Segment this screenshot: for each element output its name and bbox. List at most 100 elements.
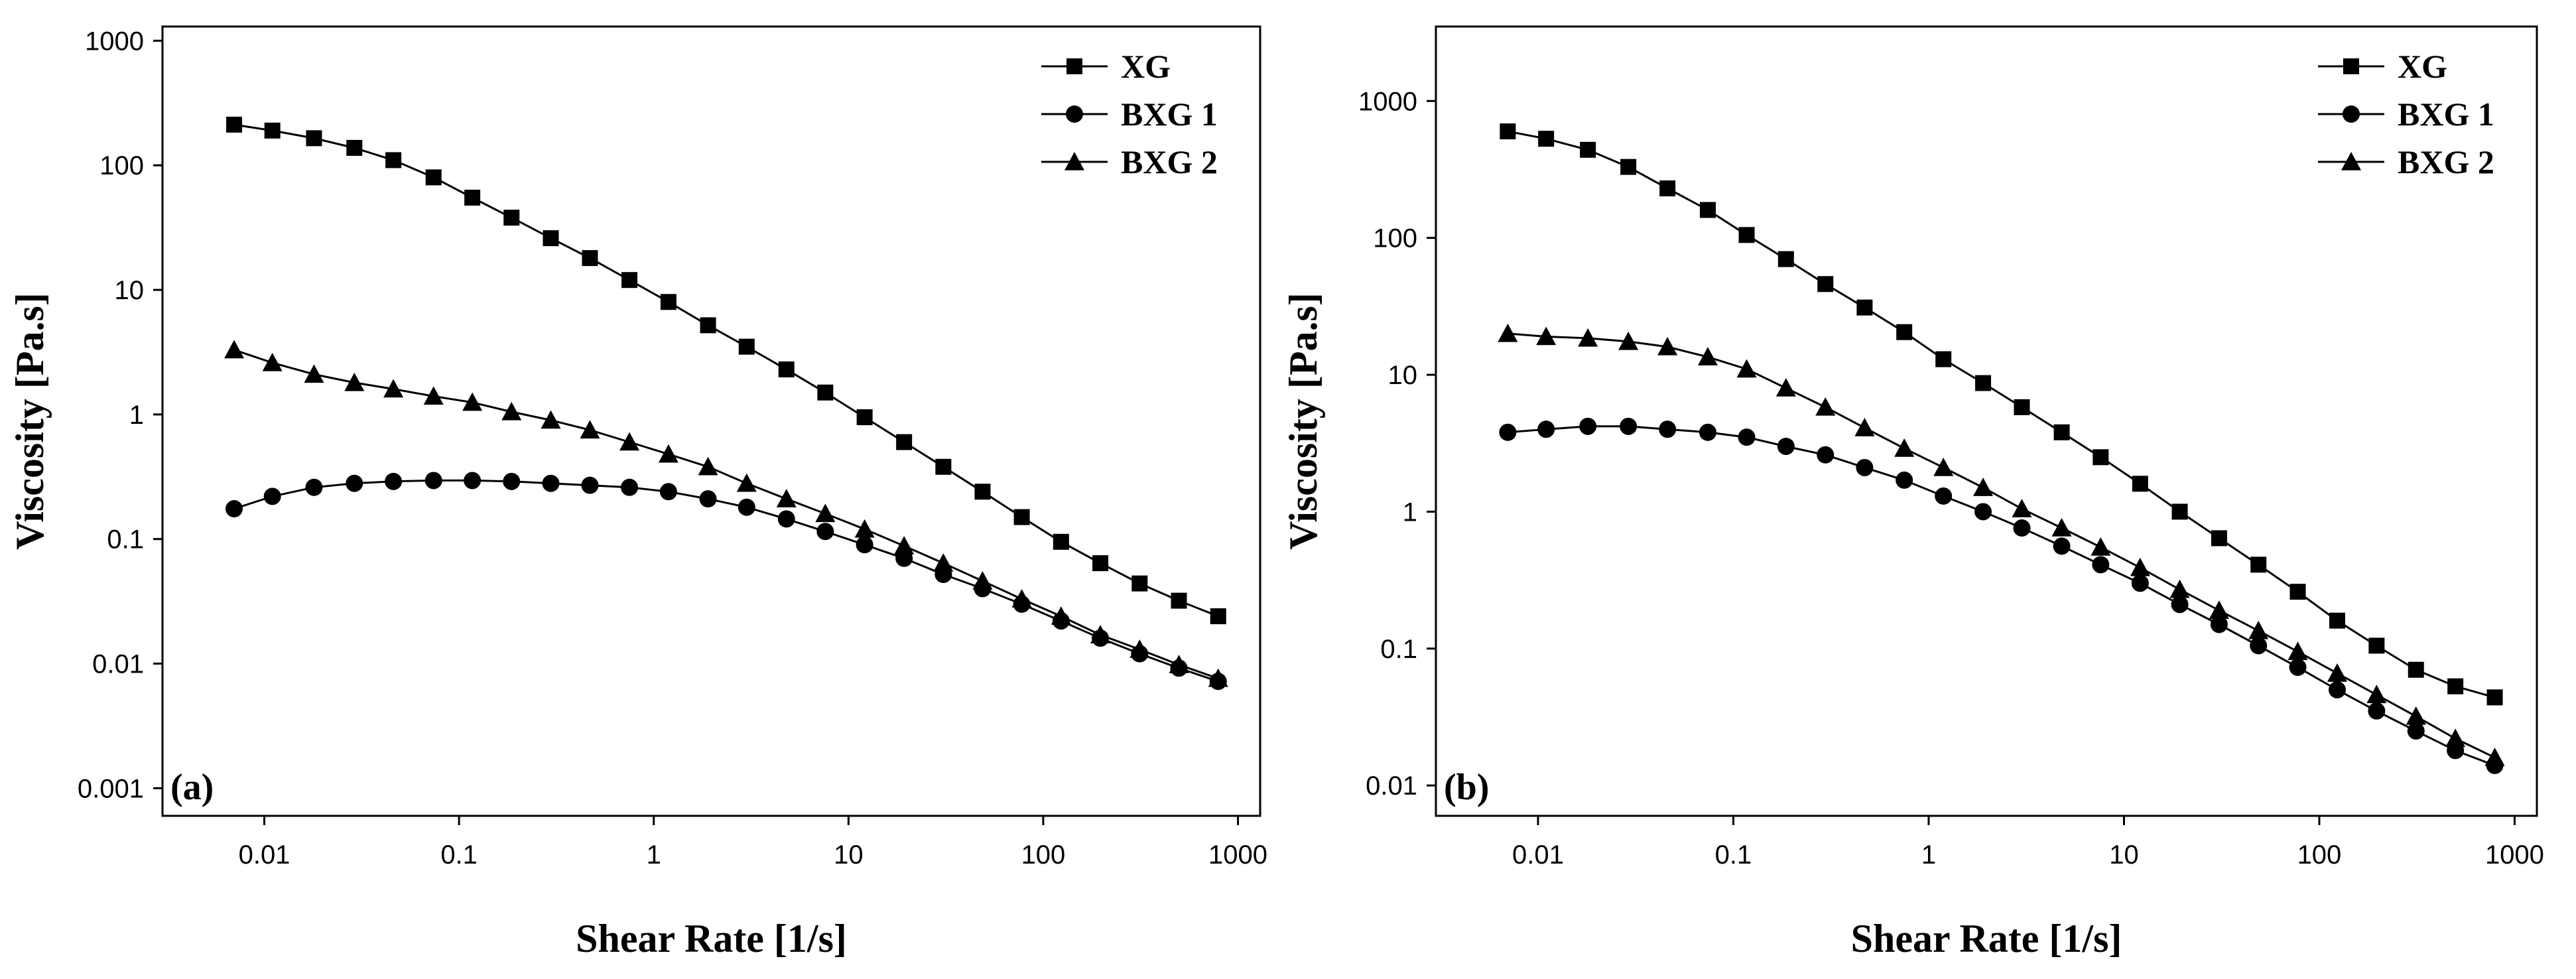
data-point-xg [738, 338, 755, 355]
data-point-bxg-2 [580, 420, 600, 439]
plot-frame [161, 25, 1261, 817]
data-point-bxg-2 [698, 456, 718, 476]
x-tick-label: 100 [1021, 840, 1066, 870]
x-tick-label: 1 [647, 840, 661, 870]
data-point-xg [1817, 276, 1834, 293]
data-point-bxg-2 [1051, 606, 1071, 625]
data-point-xg [896, 434, 913, 450]
data-point-xg [2171, 503, 2188, 520]
data-point-bxg-1 [738, 498, 755, 516]
data-point-bxg-1 [1499, 423, 1517, 441]
y-tick-label: 100 [99, 151, 144, 180]
data-point-bxg-2 [658, 444, 678, 463]
data-point-xg [1935, 351, 1952, 367]
data-point-xg [2053, 424, 2070, 440]
y-axis-label: Viscosity [Pa.s] [1281, 293, 1325, 550]
data-point-xg [2447, 678, 2464, 694]
data-point-bxg-1 [1856, 458, 1874, 476]
data-point-bxg-1 [2171, 596, 2189, 614]
legend-marker-xg [1066, 58, 1082, 74]
data-point-bxg-2 [462, 392, 483, 411]
data-point-xg [660, 294, 676, 310]
x-tick-label: 0.01 [1512, 840, 1564, 870]
legend-marker-bxg-2 [1064, 152, 1084, 170]
data-point-xg [503, 210, 520, 226]
data-point-xg [778, 361, 795, 377]
legend-label-bxg-2: BXG 2 [2398, 143, 2494, 180]
data-point-bxg-2 [1498, 323, 1518, 342]
panel-b: 0.01 0.1 1 10 100 1000 0.01 0.1 1 10 100 1000 Shear … [1281, 25, 2544, 960]
data-point-xg [264, 122, 281, 139]
y-tick-label: 1 [129, 401, 144, 430]
y-tick-label: 1000 [1358, 87, 1417, 116]
data-point-bxg-2 [2406, 706, 2426, 725]
data-point-bxg-1 [1935, 487, 1953, 505]
legend-label-xg: XG [2398, 48, 2447, 85]
data-point-bxg-2 [619, 432, 640, 451]
data-point-bxg-1 [2289, 659, 2307, 677]
y-tick-label: 0.001 [78, 774, 144, 803]
data-point-bxg-1 [225, 500, 243, 518]
data-point-xg [856, 409, 873, 426]
data-point-bxg-1 [816, 523, 834, 541]
data-point-bxg-1 [263, 488, 281, 505]
data-point-bxg-1 [1777, 437, 1795, 455]
data-point-bxg-2 [1815, 397, 1836, 416]
data-point-bxg-1 [2013, 519, 2031, 537]
data-point-xg [306, 130, 322, 147]
panel-a: 0.01 0.1 1 10 100 1000 0.001 0.01 0.1 1 10 100 1000 S… [8, 25, 1267, 960]
data-point-xg [1013, 509, 1030, 525]
data-point-bxg-1 [1620, 417, 1638, 435]
data-point-bxg-1 [385, 472, 403, 490]
legend-marker-bxg-2 [2341, 152, 2361, 170]
data-point-bxg-1 [464, 472, 482, 490]
y-tick-label: 0.1 [1380, 635, 1417, 664]
panel-label: (a) [170, 767, 214, 808]
data-point-bxg-2 [423, 386, 444, 405]
data-point-bxg-2 [1578, 328, 1598, 347]
data-point-bxg-2 [1854, 417, 1875, 436]
data-point-bxg-2 [1933, 457, 1954, 476]
data-point-xg [2368, 637, 2385, 654]
data-point-bxg-2 [776, 489, 797, 507]
data-point-bxg-2 [1618, 331, 1639, 350]
data-point-bxg-2 [2130, 557, 2150, 576]
plot-frame [1435, 25, 2538, 817]
data-point-bxg-2 [933, 553, 954, 572]
x-tick-label: 1000 [1208, 840, 1267, 870]
data-point-xg [1896, 324, 1913, 340]
legend-marker-xg [2343, 58, 2359, 74]
data-point-bxg-1 [2053, 537, 2071, 555]
y-tick-label: 0.01 [92, 650, 144, 679]
data-point-bxg-2 [1894, 438, 1915, 457]
data-point-xg [1131, 575, 1148, 592]
y-tick-label: 10 [115, 276, 145, 305]
data-point-xg [974, 484, 991, 500]
data-point-bxg-2 [1657, 336, 1678, 356]
data-point-xg [1975, 375, 1992, 391]
data-point-xg [346, 139, 363, 156]
data-point-bxg-1 [2250, 637, 2268, 655]
data-point-xg [543, 230, 559, 247]
legend-label-xg: XG [1121, 48, 1171, 85]
x-tick-label: 0.1 [1715, 840, 1752, 870]
data-point-bxg-2 [815, 503, 836, 523]
data-point-bxg-1 [621, 478, 639, 496]
data-point-bxg-2 [1697, 347, 1718, 365]
data-point-xg [1500, 123, 1516, 140]
series-line-bxg-2 [233, 349, 1219, 680]
data-point-xg [1738, 227, 1755, 243]
data-point-bxg-1 [1974, 503, 1992, 521]
data-point-bxg-1 [2131, 574, 2149, 592]
data-point-bxg-2 [304, 364, 324, 383]
data-point-bxg-1 [1699, 423, 1716, 441]
x-tick-label: 1 [1921, 840, 1936, 870]
legend-marker-bxg-1 [1066, 105, 1083, 123]
data-point-bxg-1 [1659, 421, 1677, 438]
data-point-bxg-2 [2012, 499, 2032, 517]
data-point-bxg-2 [2484, 748, 2505, 766]
data-point-bxg-2 [1169, 655, 1189, 673]
data-point-bxg-2 [2327, 663, 2347, 682]
data-point-xg [2408, 661, 2424, 678]
